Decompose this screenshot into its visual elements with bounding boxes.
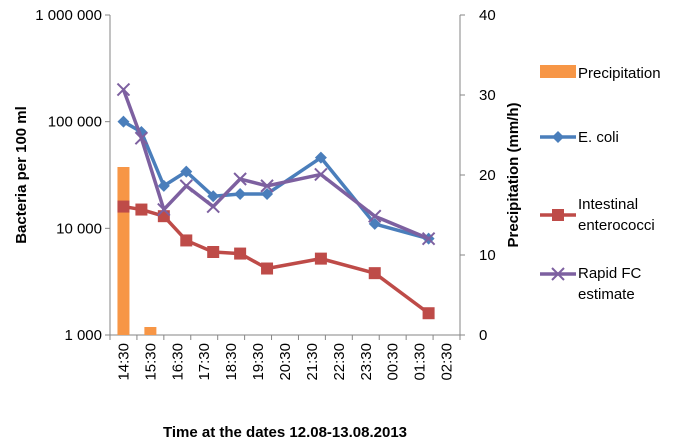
legend-rapid-fc-label-line1: Rapid FC — [578, 265, 642, 282]
rapid-fc-point — [116, 82, 131, 97]
y-right-axis-title: Precipitation (mm/h) — [505, 102, 522, 247]
e-coli-point — [157, 179, 170, 192]
x-tick-label: 01:30 — [412, 343, 429, 381]
legend-e-coli-label: E. coli — [578, 129, 619, 146]
legend-rapid-fc-label-line2: estimate — [578, 286, 635, 303]
legend-enterococci-label-line2: enterococci — [578, 217, 655, 234]
rapid-fc-point — [233, 172, 247, 186]
x-tick-label: 15:30 — [142, 343, 159, 381]
enterococci-point — [135, 203, 148, 216]
y-right-tick-label: 20 — [479, 167, 496, 184]
intestinal-enterococci-line — [123, 204, 430, 315]
x-tick-label: 20:30 — [277, 343, 294, 381]
x-axis-title: Time at the dates 12.08-13.08.2013 — [163, 424, 407, 441]
enterococci-point — [157, 210, 170, 223]
rapid-fc-point — [314, 167, 328, 182]
enterococci-point — [180, 234, 193, 247]
rapid-fc-point — [179, 179, 193, 193]
y-left-tick-label: 100 000 — [48, 114, 102, 131]
enterococci-point — [234, 247, 247, 260]
e-coli-point — [180, 165, 193, 178]
y-left-tick-label: 1 000 — [64, 327, 102, 344]
e-coli-point — [117, 115, 130, 128]
y-right-tick-label: 30 — [479, 87, 496, 104]
x-tick-label: 22:30 — [331, 343, 348, 381]
rapid-fc-estimate-line — [121, 88, 430, 241]
rapid-fc-point — [134, 131, 149, 145]
enterococci-point — [117, 200, 130, 213]
e-coli-point — [314, 151, 327, 164]
e-coli-point — [207, 190, 220, 203]
x-tick-label: 21:30 — [304, 343, 321, 381]
legend-rapid-fc-marker — [551, 267, 565, 281]
legend-precipitation-label: Precipitation — [578, 65, 661, 82]
rapid-fc-point — [206, 199, 220, 214]
e-coli-point — [261, 187, 274, 200]
legend-precipitation-swatch — [540, 65, 576, 78]
rapid-fc-point — [157, 202, 171, 217]
enterococci-point — [314, 252, 327, 265]
x-tick-label: 19:30 — [250, 343, 267, 381]
legend-enterococci-label-line1: Intestinal — [578, 196, 638, 213]
rapid-fc-point — [421, 231, 436, 246]
precipitation-bar — [117, 167, 130, 335]
e-coli-point — [368, 217, 381, 230]
y-left-axis-title: Bacteria per 100 ml — [13, 106, 30, 244]
x-tick-label: 18:30 — [223, 343, 240, 381]
legend-enterococci-marker — [552, 209, 564, 221]
x-tick-label: 16:30 — [169, 343, 186, 381]
precipitation-bar — [144, 327, 157, 335]
enterococci-point — [368, 267, 381, 280]
enterococci-point — [422, 307, 435, 320]
enterococci-point — [207, 245, 220, 258]
y-right-tick-label: 40 — [479, 7, 496, 24]
y-left-tick-label: 10 000 — [56, 220, 102, 237]
x-tick-label: 14:30 — [115, 343, 132, 381]
e-coli-point — [234, 187, 247, 200]
x-tick-label: 02:30 — [439, 343, 456, 381]
x-tick-label: 23:30 — [358, 343, 375, 381]
x-tick-label: 17:30 — [196, 343, 213, 381]
rapid-fc-point — [368, 209, 382, 223]
rapid-fc-point — [260, 179, 274, 193]
y-left-tick-label: 1 000 000 — [35, 7, 102, 24]
enterococci-point — [261, 262, 274, 275]
x-tick-label: 00:30 — [385, 343, 402, 381]
y-right-tick-label: 10 — [479, 247, 496, 264]
y-right-tick-label: 0 — [479, 327, 487, 344]
legend-e-coli-marker — [552, 131, 564, 143]
